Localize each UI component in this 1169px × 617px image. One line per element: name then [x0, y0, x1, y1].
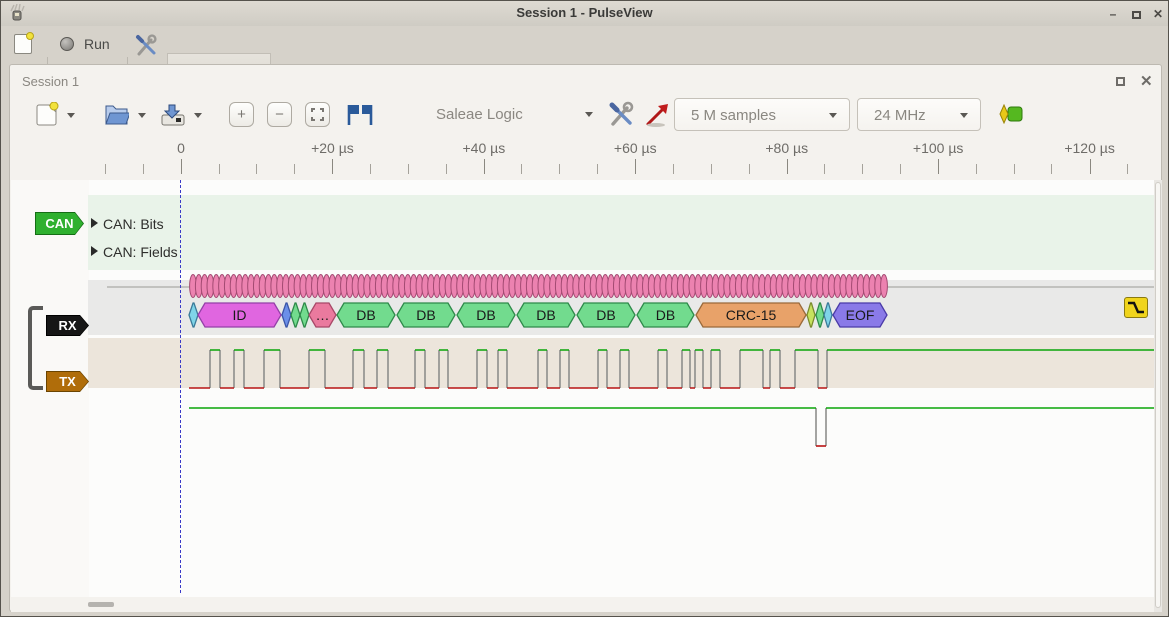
save-dropdown-caret-icon[interactable] [194, 113, 202, 118]
ruler-tick-label: +40 µs [462, 140, 506, 156]
rx-channel-tag[interactable]: RX [46, 315, 89, 336]
trigger-falling-edge-icon[interactable] [1124, 297, 1148, 318]
ruler-minor-tick [445, 164, 447, 174]
minimize-button[interactable]: – [1109, 7, 1117, 21]
close-button[interactable]: ✕ [1152, 7, 1164, 21]
ruler-major-tick [332, 159, 334, 174]
ruler-minor-tick [559, 164, 561, 174]
ruler-tick-label: +100 µs [912, 140, 964, 156]
new-session-button[interactable] [11, 32, 41, 58]
ruler-tick-label: +80 µs [765, 140, 809, 156]
settings-wrench-icon[interactable] [135, 34, 159, 58]
dock-close-button[interactable]: ✕ [1140, 73, 1153, 90]
dock-float-button[interactable] [1116, 77, 1125, 86]
device-select-label[interactable]: Saleae Logic [436, 106, 523, 123]
zoom-out-button[interactable]: − [267, 102, 292, 127]
sample-rate-caret-icon [960, 113, 968, 118]
row-label-can-bits[interactable]: CAN: Bits [103, 216, 164, 232]
ruler-minor-tick [710, 164, 712, 174]
tx-channel-tag[interactable]: TX [46, 371, 89, 392]
tx-row-background [88, 338, 1154, 388]
sample-count-caret-icon [829, 113, 837, 118]
session-toolbar: + − Saleae Logic [10, 97, 1161, 137]
run-button-label: Run [84, 36, 110, 52]
ruler-minor-tick [142, 164, 144, 174]
row-label-can-fields[interactable]: CAN: Fields [103, 244, 178, 260]
ruler-tick-label: 0 [177, 140, 185, 156]
channel-group-bracket[interactable] [28, 306, 43, 390]
pulseview-logo-icon [10, 4, 25, 21]
label-gutter [11, 180, 89, 612]
device-dropdown-caret-icon[interactable] [585, 112, 593, 117]
channel-select-icon[interactable] [998, 104, 1024, 124]
maximize-button[interactable] [1128, 9, 1144, 23]
ruler-minor-tick [597, 164, 599, 174]
open-folder-icon[interactable] [103, 102, 129, 128]
sample-count-value: 5 M samples [691, 107, 777, 124]
expander-can-bits[interactable] [91, 218, 98, 228]
expander-can-fields[interactable] [91, 246, 98, 256]
ruler-minor-tick [900, 164, 901, 174]
ruler-major-tick [483, 159, 485, 174]
window-title: Session 1 - PulseView [516, 5, 653, 20]
ruler-major-tick [1089, 159, 1091, 174]
main-toolbar: Run Session 1 × [1, 26, 1168, 87]
can-decoder-tag[interactable]: CAN [35, 212, 84, 235]
ruler-minor-tick [218, 164, 220, 174]
new-dropdown-caret-icon[interactable] [67, 113, 75, 118]
save-icon[interactable] [159, 101, 185, 127]
sample-rate-value: 24 MHz [874, 107, 926, 124]
ruler-minor-tick [521, 164, 523, 174]
ruler-major-tick [938, 159, 940, 174]
vertical-scrollbar[interactable] [1154, 180, 1162, 612]
ruler-tick-label: +20 µs [311, 140, 354, 156]
show-cursors-flags-icon[interactable] [346, 103, 376, 127]
sample-count-combo[interactable]: 5 M samples [674, 98, 850, 131]
horizontal-scrollbar[interactable] [88, 602, 114, 607]
channels-probe-icon[interactable] [644, 102, 672, 128]
sample-rate-combo[interactable]: 24 MHz [857, 98, 981, 131]
new-badge-icon [26, 32, 34, 40]
run-button[interactable]: Run [56, 35, 122, 57]
dock-title: Session 1 [22, 74, 80, 89]
ruler-minor-tick [1127, 164, 1129, 174]
zoom-fit-button[interactable] [305, 102, 330, 127]
run-state-icon [60, 37, 74, 51]
ruler-major-tick [181, 159, 182, 174]
ruler-minor-tick [672, 164, 674, 174]
ruler-minor-tick [294, 164, 296, 174]
new-file-icon[interactable] [34, 102, 60, 128]
ruler-minor-tick [105, 164, 106, 174]
ruler-minor-tick [370, 164, 371, 174]
ruler-minor-tick [824, 164, 826, 174]
ruler-minor-tick [748, 164, 750, 174]
ruler-major-tick [786, 159, 788, 174]
vertical-scrollbar-handle[interactable] [1155, 182, 1161, 608]
ruler-minor-tick [1013, 164, 1015, 174]
configure-device-icon[interactable] [608, 101, 636, 129]
ruler-minor-tick [1051, 164, 1053, 174]
ruler-tick-label: +120 µs [1064, 140, 1115, 156]
zoom-in-button[interactable]: + [229, 102, 254, 127]
open-dropdown-caret-icon[interactable] [138, 113, 146, 118]
ruler-scale[interactable]: 0 +20 µs +40 µs +60 µs +80 µs +100 µs +120 µs [10, 138, 1161, 180]
session-dock: Session 1 ✕ [9, 64, 1162, 612]
ruler-minor-tick [862, 164, 864, 174]
trigger-time-cursor[interactable] [180, 180, 181, 593]
bottom-strip [11, 597, 1161, 612]
title-bar: Session 1 - PulseView – ✕ [1, 1, 1168, 26]
decode-rows-background [88, 195, 1154, 270]
ruler-major-tick [635, 159, 637, 174]
ruler-tick-label: +60 µs [613, 140, 657, 156]
ruler-minor-tick [407, 164, 409, 174]
ruler-minor-tick [256, 164, 258, 174]
rx-row-background [88, 280, 1154, 335]
ruler-minor-tick [975, 164, 977, 174]
